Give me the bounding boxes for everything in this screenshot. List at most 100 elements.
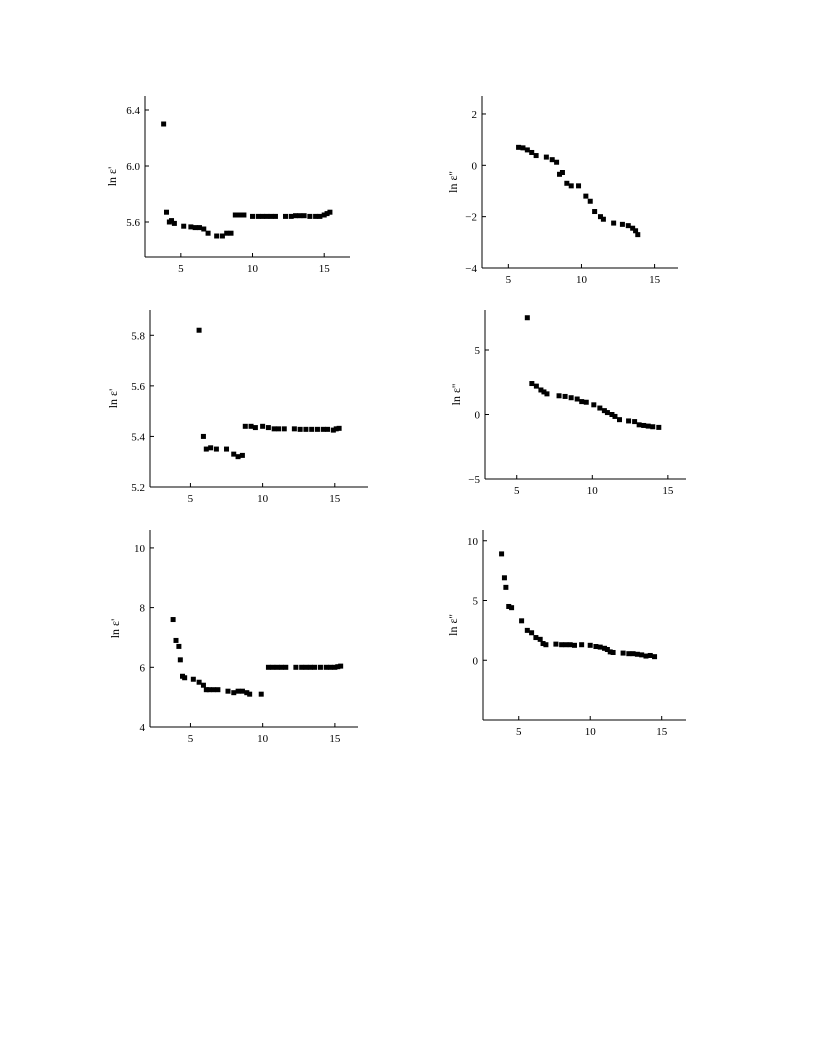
- y-tick-label: 5: [473, 596, 479, 608]
- data-point: [297, 426, 303, 432]
- data-point: [303, 664, 309, 670]
- data-point: [173, 637, 179, 643]
- data-point: [612, 413, 618, 419]
- y-axis-label: ln ε': [108, 619, 122, 639]
- data-point: [559, 170, 565, 176]
- data-point: [282, 213, 288, 219]
- data-point: [524, 627, 530, 633]
- y-tick-label: 2: [472, 109, 478, 121]
- data-point: [634, 651, 640, 657]
- data-point: [321, 212, 327, 218]
- y-tick-label: 6.0: [126, 161, 140, 173]
- data-point: [499, 551, 505, 557]
- data-point: [200, 682, 206, 688]
- data-point: [626, 651, 632, 657]
- data-point: [601, 408, 607, 414]
- x-tick-label: 10: [247, 263, 259, 275]
- data-point: [647, 652, 653, 658]
- data-point: [641, 422, 647, 428]
- data-point: [271, 426, 277, 432]
- x-tick-label: 10: [587, 485, 599, 497]
- panel-1: 5 10 15 5.6 6.0 6.4 ln ε': [105, 96, 350, 275]
- data-point: [196, 327, 202, 333]
- data-point: [176, 643, 182, 649]
- data-point: [225, 688, 231, 694]
- data-point: [610, 649, 616, 655]
- data-point: [652, 654, 658, 660]
- data-point: [208, 445, 214, 451]
- data-point: [643, 653, 649, 659]
- y-axis-label: ln ε': [105, 167, 119, 187]
- data-point: [190, 676, 196, 682]
- data-point: [181, 223, 187, 229]
- data-point: [519, 618, 525, 624]
- data-point: [533, 635, 539, 641]
- data-point: [604, 646, 610, 652]
- data-point: [317, 213, 323, 219]
- data-point: [529, 630, 535, 636]
- data-point: [533, 383, 539, 389]
- data-point: [169, 218, 175, 224]
- data-point: [237, 212, 243, 218]
- y-axis-label: ln ε'': [446, 171, 460, 193]
- data-point: [192, 225, 198, 231]
- data-point: [336, 425, 342, 431]
- data-point: [307, 213, 313, 219]
- data-point: [617, 417, 623, 423]
- data-point: [231, 451, 237, 457]
- x-tick-label: 15: [649, 274, 661, 286]
- y-tick-label: 0: [473, 655, 479, 667]
- data-point: [563, 642, 569, 648]
- y-tick-label: 5.8: [131, 330, 145, 342]
- data-point: [620, 650, 626, 656]
- data-point: [239, 452, 245, 458]
- data-point: [625, 223, 631, 229]
- data-point: [293, 213, 299, 219]
- panel-6: 5 10 15 0 5 10 ln ε'': [446, 530, 686, 738]
- x-tick-label: 10: [576, 274, 588, 286]
- x-tick-label: 15: [662, 485, 674, 497]
- y-axis-label: ln ε'': [446, 614, 460, 636]
- data-point: [656, 424, 662, 430]
- data-point: [171, 220, 177, 226]
- y-tick-label: 5.6: [131, 381, 145, 393]
- data-point: [232, 212, 238, 218]
- data-point: [244, 690, 250, 696]
- x-tick-label: 15: [329, 733, 341, 745]
- data-point: [633, 228, 639, 234]
- panel-5: 5 10 15 4 6 8 10 ln ε': [108, 530, 358, 745]
- data-point: [265, 425, 271, 431]
- data-point: [335, 664, 341, 670]
- data-point: [333, 426, 339, 432]
- data-point: [200, 433, 206, 439]
- data-point: [501, 575, 507, 581]
- data-point: [219, 233, 225, 239]
- data-point: [177, 657, 183, 663]
- data-point: [170, 617, 176, 623]
- data-point: [312, 664, 318, 670]
- data-point: [611, 220, 617, 226]
- data-point: [293, 664, 299, 670]
- data-point: [516, 144, 522, 150]
- data-point: [324, 211, 330, 217]
- data-point: [247, 691, 253, 697]
- data-point: [291, 426, 297, 432]
- data-point: [520, 145, 526, 151]
- panel-3: 5 10 15 5.2 5.4 5.6 5.8 ln ε': [106, 310, 368, 505]
- data-point: [619, 221, 625, 227]
- x-tick-label: 10: [585, 726, 597, 738]
- data-point: [317, 664, 323, 670]
- data-point: [564, 180, 570, 186]
- data-point: [307, 664, 313, 670]
- data-point: [228, 230, 234, 236]
- data-point: [579, 399, 585, 405]
- data-point: [278, 664, 284, 670]
- data-point: [579, 642, 585, 648]
- x-tick-label: 5: [188, 493, 194, 505]
- data-point: [264, 213, 270, 219]
- data-point: [587, 642, 593, 648]
- data-point: [632, 419, 638, 425]
- data-point: [635, 232, 641, 238]
- data-point: [275, 426, 281, 432]
